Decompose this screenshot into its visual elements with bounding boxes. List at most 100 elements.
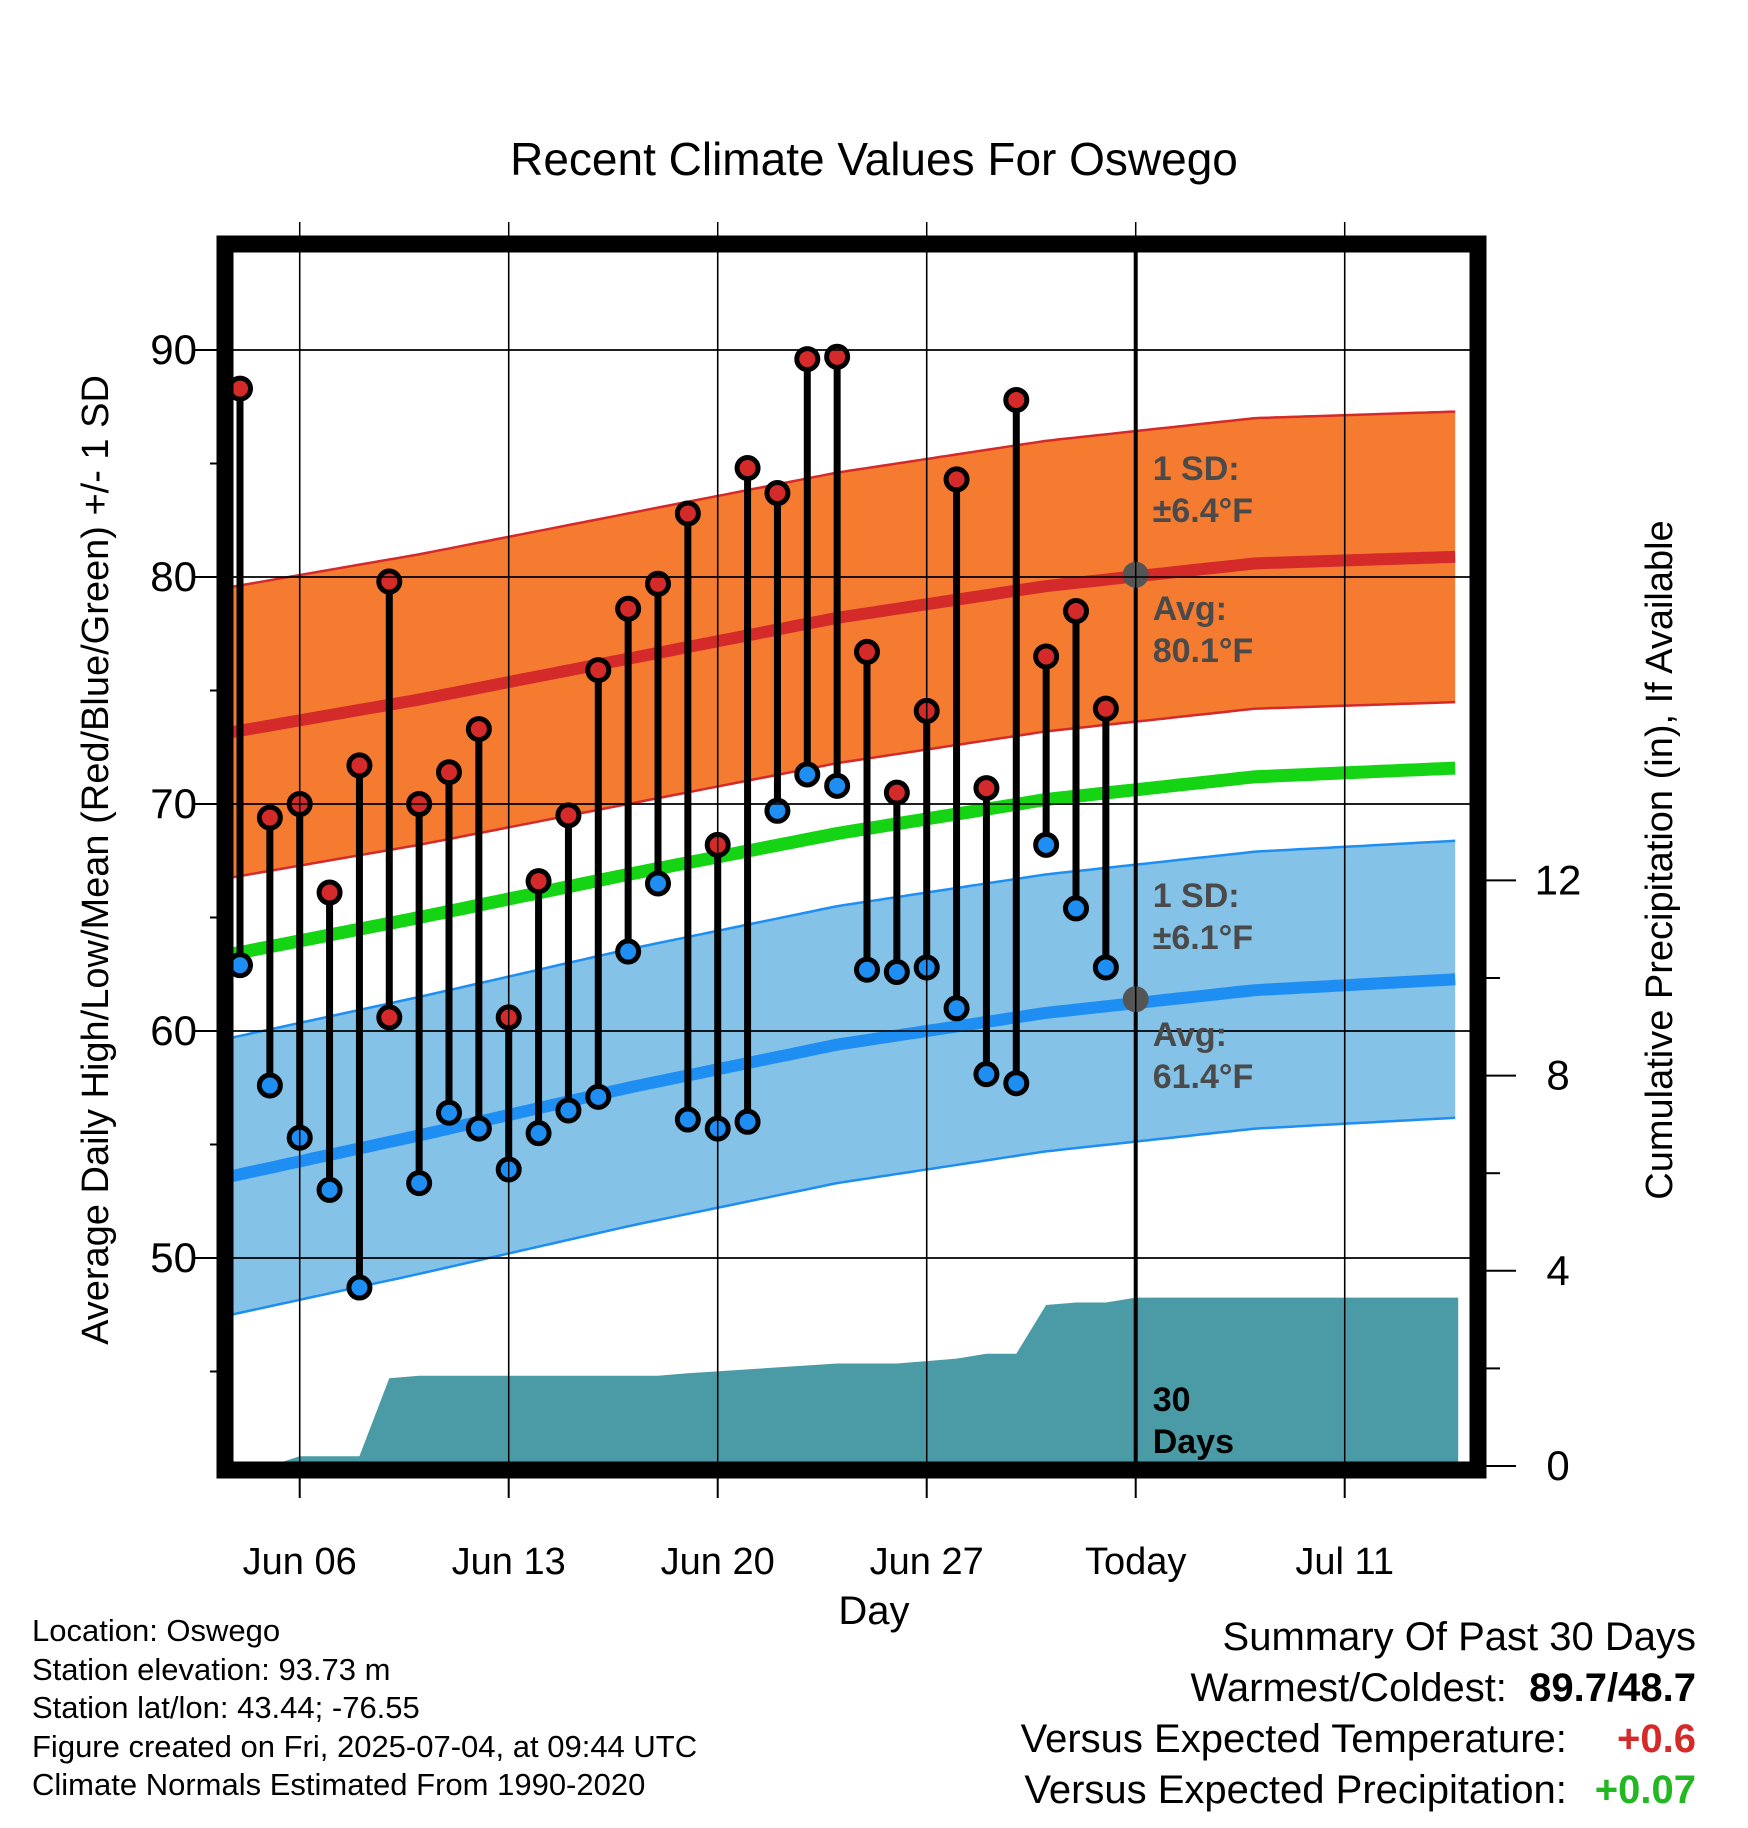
precip-vs-expected-label: Versus Expected Precipitation: [1024,1768,1567,1812]
high-lower-sd-line [225,700,1456,880]
low-upper-sd-line [225,839,1456,1041]
daily-high-point [645,570,671,597]
daily-low-point [346,1274,373,1301]
warmest-coldest-label: Warmest/Coldest: [1190,1666,1507,1710]
daily-high-point [1003,386,1030,413]
low-lower-sd-line [225,1116,1456,1318]
daily-high-point [854,638,880,665]
station-metadata: Location: Oswego Station elevation: 93.7… [32,1612,697,1805]
daily-low-point [943,995,970,1022]
y-tick-label: 50 [150,1234,197,1281]
daily-low-point [525,1120,552,1147]
y-tick-label: 70 [150,780,197,827]
daily-high-point [674,500,701,527]
daily-low-point [615,938,642,965]
grid-lines [225,222,1478,1490]
daily-low-point [465,1115,492,1142]
elevation-text: Station elevation: 93.73 m [32,1651,391,1687]
daily-high-point [436,759,462,786]
daily-high-point [346,752,373,779]
daily-low-point [764,797,791,824]
y2-tick-label: 0 [1546,1442,1569,1489]
plot-area: 1 SD: ±6.4°F Avg: 80.1°F 1 SD: ±6.1°F Avg: 61.4… [150,222,1581,1583]
daily-low-point [1063,895,1089,922]
period-annotation: Days [1153,1423,1234,1461]
mean-avg-line [225,761,1456,963]
high-avg-line [225,550,1456,740]
normals-text: Climate Normals Estimated From 1990-2020 [32,1767,646,1802]
summary-panel: Summary Of Past 30 Days Warmest/Coldest:… [1021,1612,1696,1816]
daily-high-point [883,779,910,806]
daily-high-point [376,568,403,595]
high-sd-annotation: 1 SD: [1153,450,1240,488]
daily-high-point [1092,695,1119,722]
summary-temp-row: Versus Expected Temperature: +0.6 [1021,1714,1696,1765]
daily-high-point [764,480,791,507]
daily-low-point [883,958,910,985]
daily-high-point [824,343,851,370]
high-avg-annotation: 80.1°F [1153,632,1254,670]
coldest-value: 48.7 [1618,1666,1696,1710]
daily-low-point [406,1170,433,1197]
daily-low-point [376,1004,403,1031]
y2-tick-label: 8 [1546,1052,1569,1099]
low-avg-line [225,973,1456,1184]
y-axis-label: Average Daily High/Low/Mean (Red/Blue/Gr… [75,375,117,1345]
low-avg-annotation: Avg: [1153,1016,1227,1054]
daily-high-point [943,466,970,493]
y2-tick-label: 4 [1546,1247,1569,1294]
daily-high-point [585,657,612,684]
daily-high-point [525,868,552,895]
x-tick-label: Jul 11 [1295,1541,1394,1583]
y2-axis-label: Cumulative Precipitation (in), If Availa… [1639,520,1681,1199]
high-avg-annotation: Avg: [1153,590,1227,628]
precip-area [225,1297,1459,1466]
chart-title: Recent Climate Values For Oswego [510,133,1238,185]
x-tick-label: Jun 20 [661,1541,775,1583]
daily-high-point [1033,643,1060,670]
y2-tick-label: 12 [1535,856,1582,903]
daily-high-point [555,802,582,829]
x-tick-label: Jun 27 [870,1541,984,1583]
daily-low-point [1033,831,1060,858]
created-text: Figure created on Fri, 2025-07-04, at 09… [32,1728,698,1764]
summary-title: Summary Of Past 30 Days [1222,1615,1696,1659]
low-avg-annotation: 61.4°F [1153,1058,1254,1096]
daily-low-point [585,1083,612,1110]
daily-low-point [645,870,671,897]
daily-high-point [256,804,283,831]
daily-low-point [436,1099,462,1126]
daily-high-point [316,879,343,906]
daily-high-point [794,346,821,373]
low-sd-annotation: 1 SD: [1153,877,1240,915]
daily-high-point [615,595,642,622]
daily-high-point [1063,598,1089,625]
low-sd-band [225,840,1456,1317]
daily-low-point [854,956,880,983]
x-axis-label: Day [838,1589,909,1633]
daily-high-point [465,716,492,743]
summary-precip-row: Versus Expected Precipitation: +0.07 [1021,1765,1696,1816]
daily-low-point [1003,1070,1030,1097]
daily-low-point [256,1072,283,1099]
daily-low-point [973,1061,1000,1088]
x-tick-label: Jun 13 [452,1541,566,1583]
daily-low-point [824,772,851,799]
plot-inner [225,244,1478,1470]
x-tick-label: Jun 06 [243,1541,357,1583]
precip-vs-expected-value: +0.07 [1594,1768,1696,1812]
high-sd-annotation: ±6.4°F [1153,492,1253,530]
daily-low-point [316,1176,343,1203]
daily-high-point [734,455,761,482]
warmest-value: 89.7 [1529,1666,1608,1710]
summary-warmest-coldest: Warmest/Coldest: 89.7/48.7 [1190,1666,1696,1710]
daily-low-point [555,1097,582,1124]
daily-low-point [674,1106,701,1133]
y-tick-label: 90 [150,326,197,373]
daily-low-point [1092,954,1119,981]
temp-vs-expected-label: Versus Expected Temperature: [1020,1717,1567,1761]
period-annotation: 30 [1153,1381,1191,1419]
latlon-text: Station lat/lon: 43.44; -76.55 [32,1690,420,1725]
daily-low-point [794,761,821,788]
